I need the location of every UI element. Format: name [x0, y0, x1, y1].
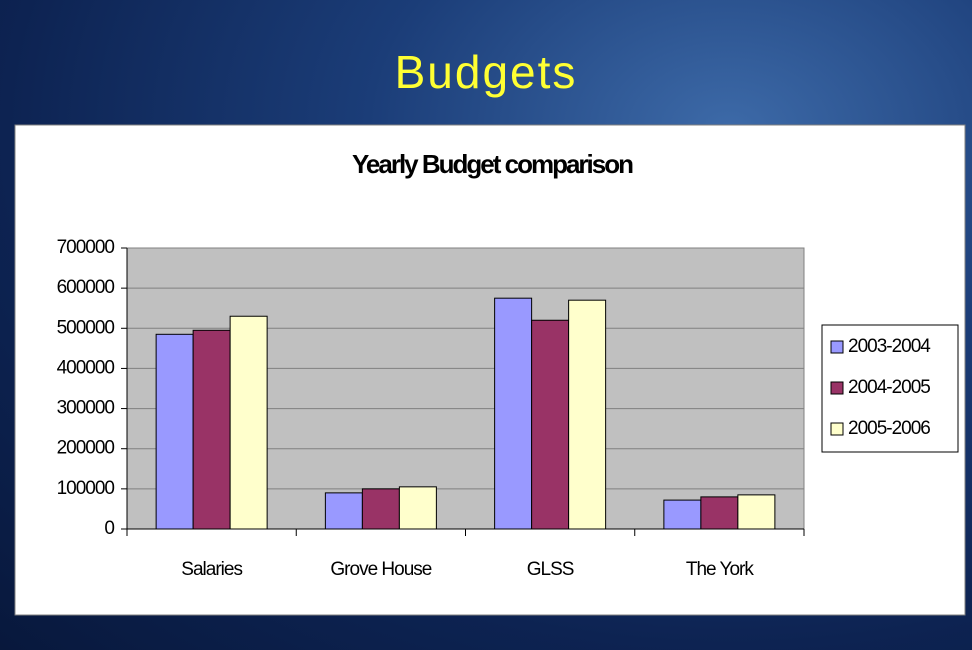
x-tick-label: Salaries: [181, 559, 242, 580]
y-tick-label: 200000: [57, 438, 115, 459]
legend-label: 2004-2005: [848, 377, 930, 398]
slide-title: Budgets: [395, 46, 578, 98]
legend-marker: [830, 381, 844, 395]
x-tick-label: The York: [686, 559, 754, 580]
legend-label: 2003-2004: [848, 336, 931, 357]
bar: [192, 329, 231, 530]
legend-marker: [830, 422, 844, 436]
y-tick-label: 100000: [57, 478, 115, 499]
y-tick-label: 500000: [57, 317, 115, 338]
bar: [494, 297, 533, 530]
bar: [737, 494, 776, 530]
bar: [361, 488, 400, 530]
legend-marker: [830, 340, 844, 354]
y-tick-label: 600000: [57, 277, 115, 298]
bar: [568, 299, 607, 530]
bar: [229, 315, 268, 530]
x-tick-label: Grove House: [330, 559, 431, 580]
bar: [398, 486, 437, 530]
y-tick-label: 700000: [57, 237, 115, 258]
y-tick-label: 300000: [57, 398, 115, 419]
x-tick-label: GLSS: [527, 559, 574, 580]
y-tick-label: 0: [104, 518, 114, 539]
bar: [155, 333, 194, 530]
bar: [663, 499, 702, 530]
legend-label: 2005-2006: [848, 418, 930, 439]
bar: [324, 492, 363, 530]
bar: [700, 496, 739, 530]
chart-title: Yearly Budget comparison: [352, 149, 633, 179]
y-tick-label: 400000: [57, 357, 115, 378]
legend: [821, 324, 959, 453]
bar: [531, 319, 570, 530]
